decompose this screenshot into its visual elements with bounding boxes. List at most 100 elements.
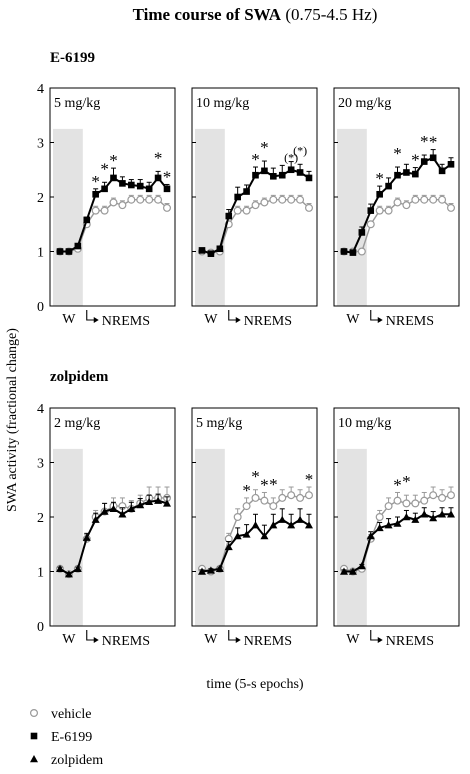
wake-shaded-region [195,448,225,626]
data-point [411,499,420,508]
data-point [163,185,171,193]
data-point [348,567,357,575]
data-point [393,496,402,505]
chart-panel-4: 0 1 2 3 4 W NREMS 2 mg/kg [37,402,176,649]
significance-marker: * [242,481,251,500]
data-point [251,493,260,502]
data-point [375,512,384,521]
data-point [206,566,215,574]
data-point [305,491,314,500]
data-point [376,190,383,198]
nrems-arrowhead [377,317,383,323]
data-point [215,564,224,572]
data-point [357,562,366,570]
significance-marker: * [429,133,438,152]
data-point [420,510,429,518]
data-point [366,220,375,229]
nrems-arrow [228,310,239,321]
y-tick-label: 4 [37,82,44,97]
data-point [198,567,206,575]
data-point [438,510,447,518]
data-point [269,195,278,204]
series-zolpidem [198,508,313,575]
data-point [118,510,127,518]
data-point [233,206,242,215]
data-point [234,193,241,201]
data-point [429,514,438,522]
legend-label: zolpidem [51,753,103,768]
data-point [109,198,118,207]
data-point [278,493,287,502]
data-point [109,504,118,513]
data-point [207,250,215,257]
legend-item-e-6199: E-6199 [30,730,92,745]
nrems-arrowhead [235,317,241,323]
data-point [403,169,410,176]
group-label-e6199: E-6199 [50,50,95,66]
data-point [252,171,259,179]
significance-marker: (*) [284,151,298,165]
significance-marker: (*) [293,143,307,157]
data-point [393,519,402,527]
data-point [145,195,154,204]
data-point [74,242,82,250]
data-point [269,521,278,529]
nrems-arrow [228,630,239,641]
data-point [357,247,366,256]
significance-marker: * [251,467,260,486]
data-point [384,521,393,529]
x-tick-label-nrems: NREMS [102,634,150,649]
data-point [420,158,428,165]
x-tick-label-w: W [204,632,218,647]
panel-label: 10 mg/kg [338,416,391,431]
x-tick-label-w: W [62,312,76,327]
data-point [242,206,251,215]
data-point [91,515,100,523]
data-point [101,185,108,193]
legend-marker [30,708,39,717]
significance-marker: * [154,148,163,167]
data-point [394,171,401,179]
x-tick-label-nrems: NREMS [244,314,292,329]
nrems-arrowhead [235,637,241,643]
data-point [233,532,242,540]
data-point [340,248,348,255]
y-tick-label: 1 [37,566,44,581]
nrems-arrow [370,310,381,321]
data-point [127,504,136,513]
data-point [91,206,100,215]
data-point [287,195,296,204]
data-point [154,496,163,504]
data-point [411,515,420,523]
data-point [296,515,305,523]
significance-marker: * [91,172,100,191]
data-point [82,533,91,541]
data-point [375,206,384,215]
significance-marker: * [163,167,172,186]
data-point [429,195,438,204]
data-point [447,510,455,518]
data-point [438,195,447,204]
data-point [243,188,250,195]
data-point [198,247,206,254]
data-point [261,167,268,175]
y-tick-label: 1 [37,246,44,261]
x-tick-label-w: W [346,312,360,327]
data-point [349,249,357,256]
data-point [429,491,438,500]
significance-marker: * [269,475,278,494]
series-e-6199 [198,160,313,257]
series-zolpidem [56,493,171,578]
data-point [270,172,277,180]
significance-marker: * [393,144,402,163]
wake-shaded-region [53,448,83,626]
data-point [402,513,411,521]
data-point [260,198,269,207]
data-point [287,166,295,174]
data-point [402,499,411,508]
data-point [242,502,251,511]
data-point [242,530,251,538]
significance-marker: * [100,159,109,178]
data-point [136,501,145,509]
